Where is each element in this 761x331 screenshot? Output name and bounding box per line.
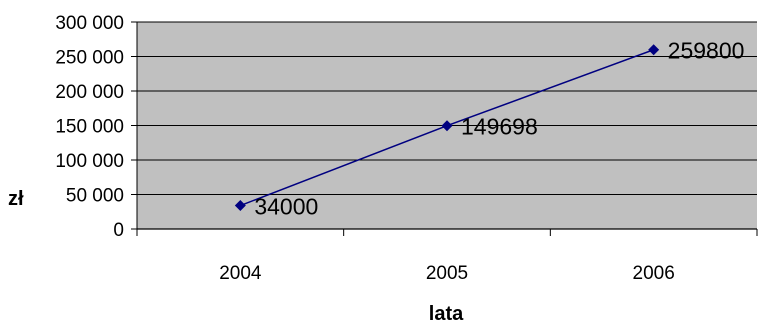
data-label: 259800 [668, 38, 745, 64]
x-axis-tick-labels: 2004 2005 2006 [219, 263, 675, 284]
data-point-marker [648, 44, 660, 56]
x-axis-title: lata [429, 303, 464, 325]
y-tick-label: 100 000 [55, 151, 124, 172]
data-point-markers [234, 44, 660, 212]
x-axis-tickmarks [136, 229, 758, 236]
y-tick-label: 250 000 [55, 48, 124, 69]
x-tick-label: 2006 [633, 263, 675, 284]
data-label: 149698 [461, 114, 538, 140]
data-point-marker [234, 200, 246, 212]
y-axis-tick-labels: 0 50 000 100 000 150 000 200 000 250 000 300 0… [55, 13, 124, 241]
data-labels: 34000 149698 259800 [254, 38, 744, 220]
y-tick-label: 300 000 [55, 13, 124, 34]
y-tick-label: 150 000 [55, 117, 124, 138]
x-tick-label: 2004 [219, 263, 262, 284]
y-tick-label: 200 000 [55, 82, 124, 103]
y-tick-label: 0 [113, 220, 124, 241]
x-tick-label: 2005 [426, 263, 468, 284]
data-point-marker [441, 120, 453, 132]
y-axis-title: zł [8, 188, 24, 210]
data-label: 34000 [254, 194, 318, 220]
y-tick-label: 50 000 [66, 186, 124, 207]
